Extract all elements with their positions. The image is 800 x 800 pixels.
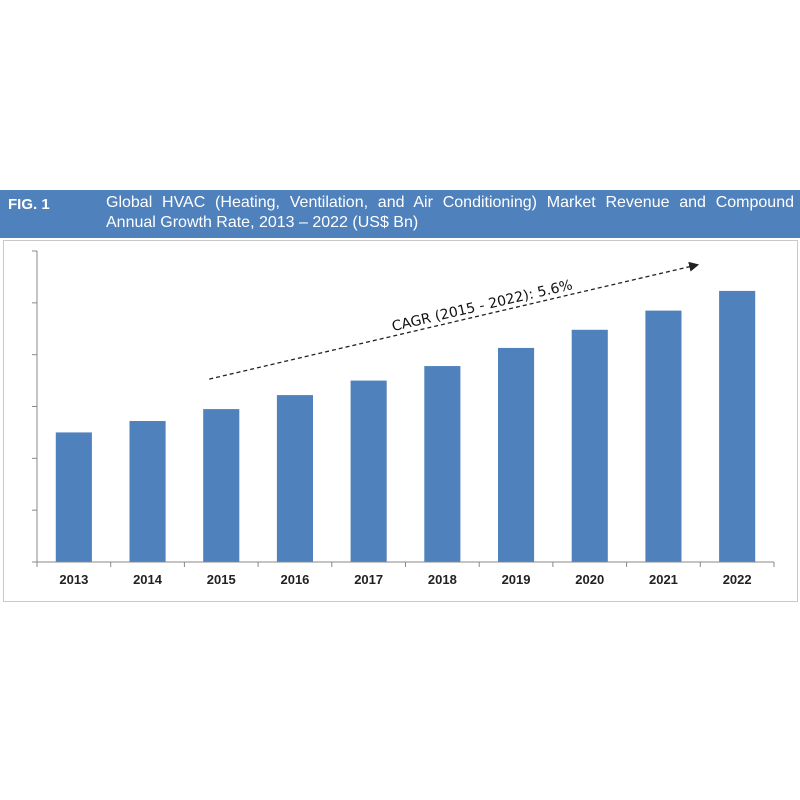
cagr-annotation: CAGR (2015 - 2022): 5.6%	[209, 261, 700, 380]
bar-2020	[571, 329, 608, 562]
x-axis: 2013 2014 2015 2016 2017 2018 2019 2020 2021 2022	[36, 561, 775, 587]
bar-2014	[129, 421, 166, 562]
x-tick-label: 2021	[649, 572, 678, 587]
figure-header: FIG. 1 Global HVAC (Heating, Ventilation…	[0, 190, 800, 238]
bar-2018	[424, 366, 461, 562]
x-tick-label: 2018	[428, 572, 457, 587]
x-tick-label: 2015	[207, 572, 236, 587]
x-tick-label: 2014	[133, 572, 163, 587]
bar-2013	[55, 432, 92, 562]
bar-2019	[497, 347, 535, 562]
bar-2021	[645, 310, 682, 562]
cagr-label: CAGR (2015 - 2022): 5.6%	[390, 277, 574, 335]
x-tick-label: 2016	[280, 572, 309, 587]
bar-2015	[203, 409, 240, 562]
bar-2022	[719, 290, 756, 562]
x-tick-label: 2022	[723, 572, 752, 587]
bar-chart: 2013 2014 2015 2016 2017 2018 2019 2020 2021 2022…	[32, 250, 775, 587]
x-tick-label: 2019	[502, 572, 531, 587]
bar-2017	[350, 380, 387, 562]
figure-label: FIG. 1	[8, 196, 50, 213]
bars	[55, 290, 756, 562]
cagr-arrow	[209, 261, 700, 380]
figure: FIG. 1 Global HVAC (Heating, Ventilation…	[0, 190, 800, 610]
chart-area: 2013 2014 2015 2016 2017 2018 2019 2020 2021 2022…	[3, 240, 798, 602]
x-tick-label: 2020	[575, 572, 604, 587]
figure-title: Global HVAC (Heating, Ventilation, and A…	[106, 194, 794, 231]
x-tick-label: 2013	[59, 572, 88, 587]
bar-2016	[276, 395, 314, 562]
y-axis	[32, 250, 38, 563]
x-tick-label: 2017	[354, 572, 383, 587]
